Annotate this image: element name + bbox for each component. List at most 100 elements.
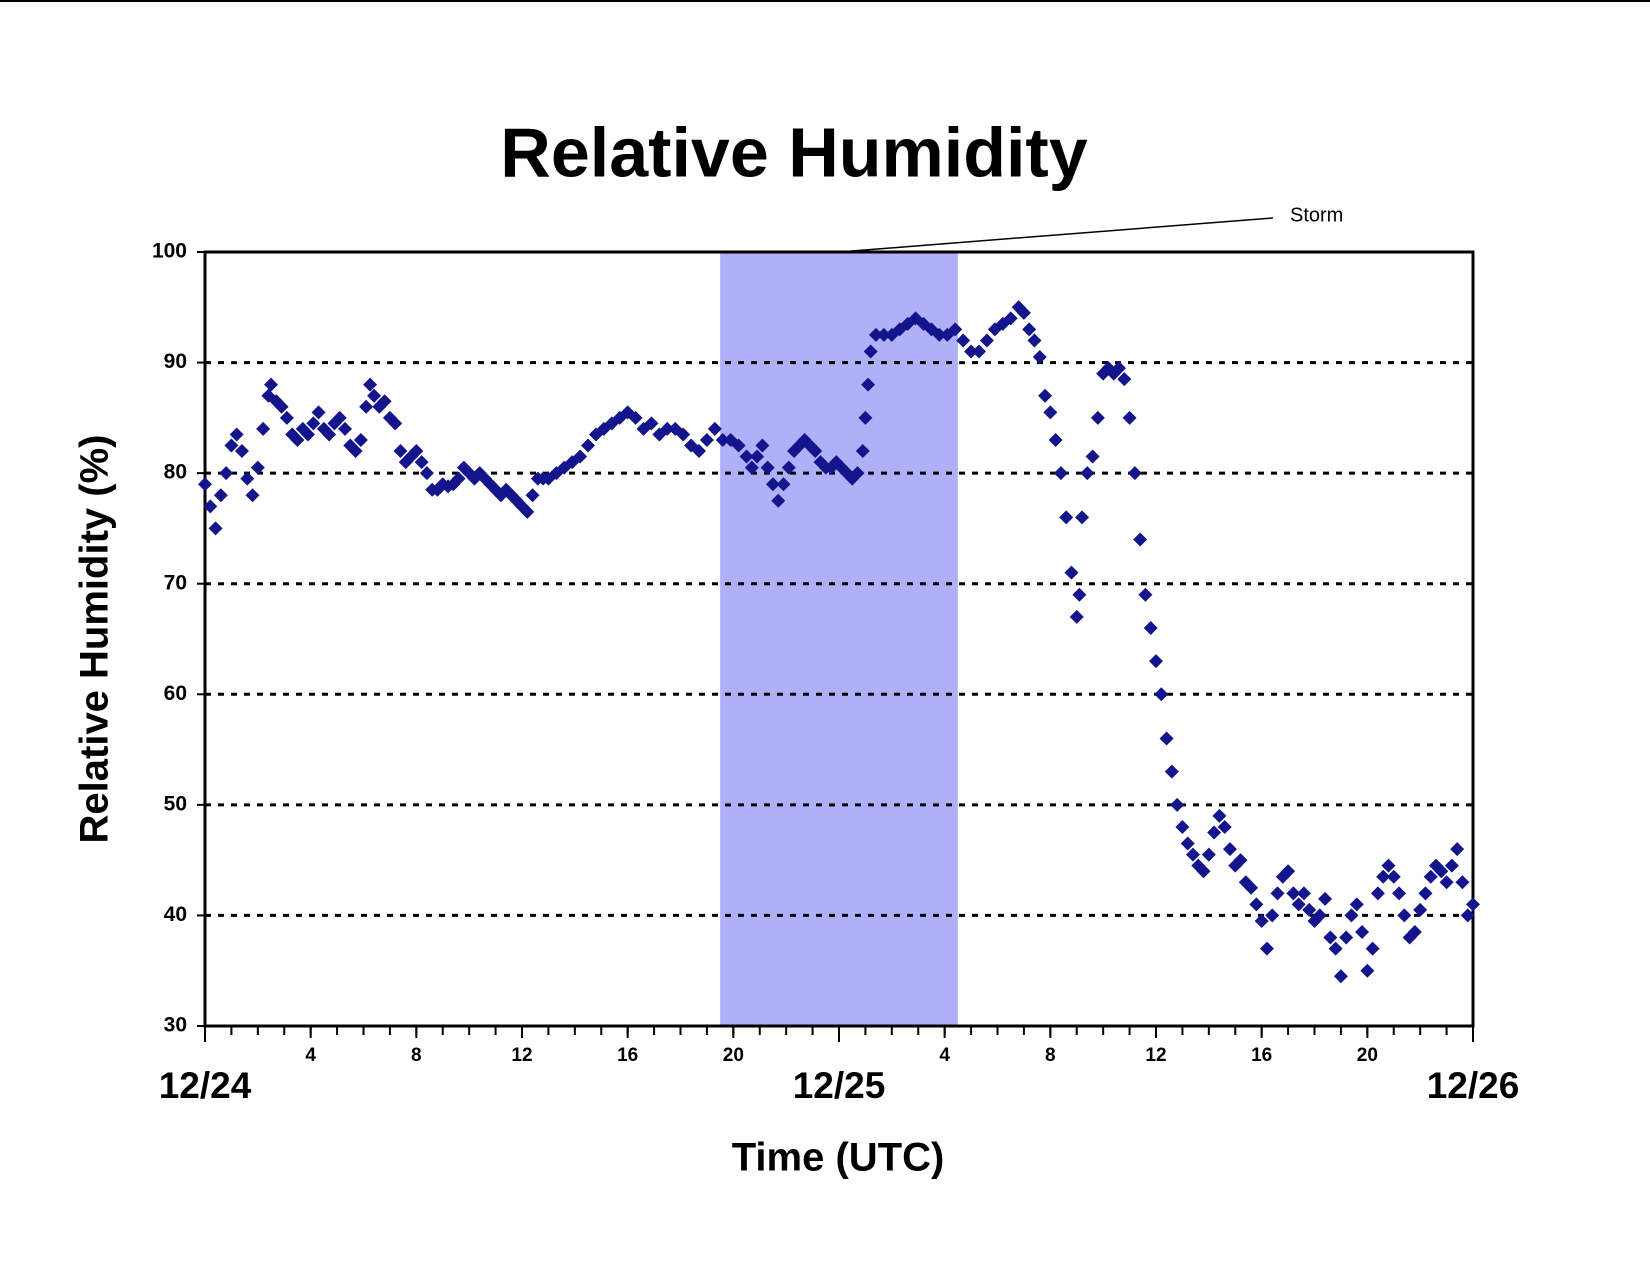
data-point — [1075, 510, 1090, 525]
data-point — [367, 388, 382, 403]
data-point — [203, 499, 218, 514]
data-point — [1143, 620, 1158, 635]
data-point — [1376, 869, 1391, 884]
data-point — [1059, 510, 1074, 525]
data-point — [1291, 897, 1306, 912]
data-point — [264, 377, 279, 392]
data-point — [1407, 925, 1422, 940]
data-point — [250, 460, 265, 475]
data-point — [1270, 886, 1285, 901]
data-point — [573, 449, 588, 464]
data-point — [525, 488, 540, 503]
data-point — [932, 327, 947, 342]
data-point — [765, 477, 780, 492]
data-point — [1154, 687, 1169, 702]
data-point — [388, 416, 403, 431]
data-point — [771, 493, 786, 508]
data-point — [1296, 886, 1311, 901]
data-point — [1072, 587, 1087, 602]
data-point — [229, 427, 244, 442]
y-tick-label: 30 — [164, 1014, 187, 1037]
data-point — [409, 444, 424, 459]
data-point — [850, 466, 865, 481]
data-point — [363, 377, 378, 392]
y-tick-label: 100 — [152, 240, 187, 263]
data-point — [274, 399, 289, 414]
data-point — [979, 333, 994, 348]
data-point — [1112, 361, 1127, 376]
data-point — [1360, 963, 1375, 978]
data-point — [1003, 311, 1018, 326]
data-point — [1344, 908, 1359, 923]
data-point — [1455, 875, 1470, 890]
data-point — [1196, 864, 1211, 879]
data-point — [858, 410, 873, 425]
data-point — [1259, 941, 1274, 956]
data-point — [377, 394, 392, 409]
chart-title: Relative Humidity — [500, 113, 1087, 191]
x-tick-label: 20 — [723, 1045, 744, 1066]
data-point — [1460, 908, 1475, 923]
x-tick-label: 16 — [1251, 1045, 1272, 1066]
data-point — [676, 427, 691, 442]
data-point — [301, 427, 316, 442]
data-point — [419, 466, 434, 481]
data-point — [1370, 886, 1385, 901]
data-point — [322, 427, 337, 442]
data-point — [290, 432, 305, 447]
data-point — [348, 444, 363, 459]
data-point — [256, 421, 271, 436]
data-point — [1201, 847, 1216, 862]
data-point — [1053, 466, 1068, 481]
x-axis-label: Time (UTC) — [732, 1136, 945, 1180]
data-point — [414, 455, 429, 470]
data-point — [1080, 466, 1095, 481]
data-point — [1450, 842, 1465, 857]
data-point — [1466, 897, 1480, 912]
data-point — [691, 444, 706, 459]
data-point — [219, 466, 234, 481]
y-tick-label: 40 — [164, 903, 187, 926]
x-tick-label: 4 — [939, 1045, 950, 1066]
data-point — [1212, 808, 1227, 823]
data-point — [1222, 842, 1237, 857]
data-point — [972, 344, 987, 359]
data-point — [1164, 764, 1179, 779]
data-point — [224, 438, 239, 453]
data-point — [707, 421, 722, 436]
data-point — [1170, 797, 1185, 812]
data-point — [499, 482, 514, 497]
data-point — [1127, 466, 1142, 481]
data-point — [755, 438, 770, 453]
x-tick-label: 16 — [617, 1045, 638, 1066]
data-point — [1423, 869, 1438, 884]
data-point — [1069, 609, 1084, 624]
annotation: Storm — [1290, 204, 1343, 226]
data-point — [1339, 930, 1354, 945]
plot-frame — [203, 250, 1475, 1028]
storm-band — [720, 252, 958, 1026]
data-point — [660, 421, 675, 436]
data-point — [353, 432, 368, 447]
data-point — [731, 438, 746, 453]
data-point — [1064, 565, 1079, 580]
data-point — [234, 444, 249, 459]
data-point — [1386, 869, 1401, 884]
data-point — [868, 327, 883, 342]
data-point — [208, 521, 223, 536]
data-point — [306, 416, 321, 431]
data-point — [1138, 587, 1153, 602]
data-point — [1207, 825, 1222, 840]
data-point — [1286, 886, 1301, 901]
data-point — [1085, 449, 1100, 464]
data-point — [359, 399, 374, 414]
y-axis-label: Relative Humidity (%) — [73, 435, 117, 844]
data-point — [520, 504, 535, 519]
data-point — [311, 405, 326, 420]
y-tick-label: 70 — [164, 571, 187, 594]
data-point — [1392, 886, 1407, 901]
data-point — [1022, 322, 1037, 337]
data-point — [245, 488, 260, 503]
